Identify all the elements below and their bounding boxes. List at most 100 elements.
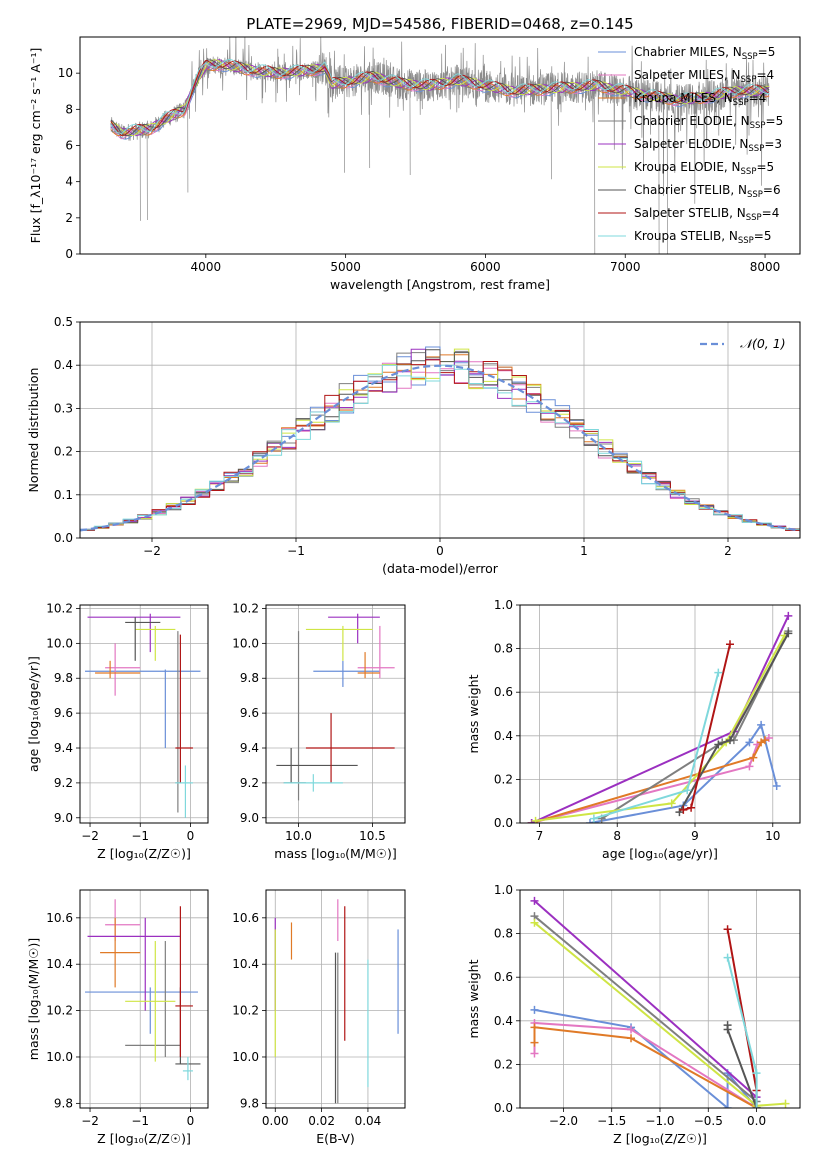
legend-series-name: Salpeter STELIB <box>634 206 729 220</box>
y-tick-label: 9.4 <box>240 741 259 755</box>
x-axis-label: age [log₁₀(age/yr)] <box>602 846 718 861</box>
panel-5: −2 −1 0 9.8 10.0 10.2 10.4 10.6 Z [log₁₀(Z/Z☉)] m… <box>26 889 209 1146</box>
legend-nssp: 3 <box>774 137 782 151</box>
data-point-marker <box>726 640 734 649</box>
legend-label: Chabrier ELODIE, NSSP=5 <box>634 114 783 131</box>
y-tick-label: 10.2 <box>232 1004 259 1018</box>
legend-text: , N <box>725 45 742 59</box>
legend-eq: = <box>758 45 768 59</box>
legend-label: Salpeter STELIB, NSSP=4 <box>634 206 779 223</box>
x-axis-label: mass [log₁₀(M/M☉)] <box>274 846 396 861</box>
grid-lines <box>520 889 800 1109</box>
y-tick-label: 0.6 <box>494 685 513 699</box>
y-tick-label: 9.6 <box>54 706 73 720</box>
y-tick-label: 9.8 <box>240 1096 259 1110</box>
figure-title: PLATE=2969, MJD=54586, FIBERID=0468, z=0… <box>246 15 633 33</box>
series-line <box>531 737 770 823</box>
legend-subscript: SSP <box>733 98 749 108</box>
legend-series-name: Chabrier STELIB <box>634 183 730 197</box>
y-tick-label: 8 <box>65 102 73 116</box>
data-point-marker <box>530 1038 539 1047</box>
panel-0: 4000 5000 6000 7000 8000 0 2 4 6 8 10 wavelength [A… <box>28 36 801 292</box>
plot-area <box>80 346 800 532</box>
y-tick-label: 10.0 <box>46 636 73 650</box>
data-point-marker <box>530 1023 539 1032</box>
plot-area <box>276 613 395 801</box>
x-tick-label: 0.00 <box>262 1114 289 1128</box>
legend-eq: = <box>766 114 776 128</box>
x-tick-label: −0.5 <box>694 1114 723 1128</box>
grid-lines <box>80 605 208 823</box>
y-tick-label: 6 <box>65 139 73 153</box>
data-point-marker <box>530 1005 539 1014</box>
y-tick-label: 9.2 <box>240 776 259 790</box>
normal-curve-line <box>80 364 800 532</box>
panel-4: 7 8 9 10 0.0 0.2 0.4 0.6 0.8 1.0 age [log₁₀(age/yr… <box>466 598 801 861</box>
series-line <box>535 635 786 822</box>
y-tick-label: 0.0 <box>54 531 73 545</box>
data-point-marker <box>772 781 781 790</box>
legend-label: Salpeter MILES, NSSP=4 <box>634 68 774 85</box>
series-line <box>533 900 758 1098</box>
x-axis-label: (data-model)/error <box>382 561 499 576</box>
axes-frame <box>519 604 801 824</box>
x-tick-label: 10.0 <box>285 829 312 843</box>
legend-nssp: 5 <box>768 45 776 59</box>
x-tick-label: 9 <box>691 829 699 843</box>
y-tick-label: 4 <box>65 175 73 189</box>
series-line <box>531 615 790 823</box>
y-tick-label: 9.8 <box>54 1096 73 1110</box>
y-tick-label: 0.4 <box>54 358 73 372</box>
legend-label: Salpeter ELODIE, NSSP=3 <box>634 137 782 154</box>
plot-area <box>110 37 770 254</box>
x-tick-label: −1 <box>287 544 305 558</box>
data-point-marker <box>752 1104 761 1108</box>
data-point-marker <box>714 668 723 677</box>
y-tick-label: 0.3 <box>54 401 73 415</box>
y-axis-label: mass [log₁₀(M/M☉)] <box>26 938 41 1060</box>
data-point-marker <box>784 611 793 620</box>
y-tick-label: 10.4 <box>46 957 73 971</box>
y-tick-label: 1.0 <box>494 598 513 612</box>
y-tick-label: 0.6 <box>494 970 513 984</box>
axes-frame <box>79 321 801 539</box>
y-tick-label: 0.8 <box>494 642 513 656</box>
model-line-kroupa-stelib <box>110 59 770 134</box>
x-axis-label: wavelength [Angstrom, rest frame] <box>330 277 550 292</box>
legend-text: , N <box>724 160 741 174</box>
legend-label: 𝒩(0, 1) <box>740 336 786 351</box>
data-point-marker <box>726 736 734 745</box>
series-line <box>593 672 720 820</box>
data-point-marker <box>627 1025 636 1034</box>
x-tick-label: 4000 <box>191 260 222 274</box>
data-point-marker <box>627 1034 636 1043</box>
legend-nssp: 5 <box>764 229 772 243</box>
legend-series-name: Kroupa ELODIE <box>634 160 724 174</box>
legend-text: , N <box>733 114 750 128</box>
data-point-marker <box>752 1069 761 1078</box>
y-tick-label: 0.8 <box>494 927 513 941</box>
x-tick-label: −2.0 <box>549 1114 578 1128</box>
panel-1: −2 −1 0 1 2 0.0 0.1 0.2 0.3 0.4 0.5 (data-model)/er… <box>26 315 801 576</box>
x-tick-label: 10.5 <box>359 829 386 843</box>
legend-label: Chabrier STELIB, NSSP=6 <box>634 183 781 200</box>
y-axis-label: age [log₁₀(age/yr)] <box>26 656 41 772</box>
legend-subscript: SSP <box>747 190 763 200</box>
axes-frame <box>519 889 801 1109</box>
legend-eq: = <box>764 137 774 151</box>
y-tick-label: 10.6 <box>232 911 259 925</box>
legend-text: , N <box>730 183 747 197</box>
x-tick-label: 8000 <box>750 260 781 274</box>
legend-subscript: SSP <box>746 213 762 223</box>
y-tick-label: 0.1 <box>54 488 73 502</box>
data-point-marker <box>745 738 754 747</box>
y-tick-label: 1.0 <box>494 883 513 897</box>
x-tick-label: −1 <box>131 1114 149 1128</box>
x-tick-label: 0.0 <box>747 1114 766 1128</box>
panel-6: 0.00 0.02 0.04 9.8 10.0 10.2 10.4 10.6 E(B-V) <box>232 889 406 1146</box>
series-line <box>533 1021 758 1108</box>
y-axis-label: Flux [f_λ10⁻¹⁷ erg cm⁻² s⁻¹ A⁻¹] <box>28 48 43 244</box>
y-tick-label: 0.2 <box>494 772 513 786</box>
